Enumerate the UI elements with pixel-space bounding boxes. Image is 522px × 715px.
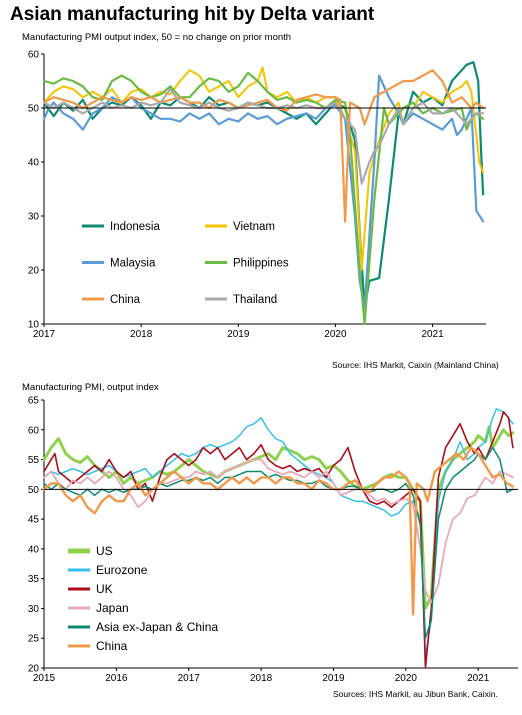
chart2-x-tick-label: 2016: [105, 673, 128, 684]
chart1-series-vietnam: [43, 66, 485, 271]
chart1-x-tick-label: 2017: [33, 329, 56, 340]
chart1-x-tick-label: 2019: [227, 329, 250, 340]
chart1-series-malaysia: [42, 74, 485, 309]
chart2-legend-label: Eurozone: [96, 563, 148, 577]
chart1-y-tick-label: 10: [28, 320, 40, 331]
chart2-y-tick-label: 25: [28, 634, 40, 645]
chart2-x-tick-label: 2018: [250, 673, 273, 684]
chart1-series-china: [42, 69, 485, 223]
chart1-y-tick-label: 20: [28, 266, 40, 277]
chart2-x-tick-label: 2020: [395, 673, 418, 684]
chart2-series-uk: [43, 411, 514, 669]
chart2-x-tick-label: 2019: [322, 673, 345, 684]
chart2-y-tick-label: 30: [28, 604, 40, 615]
chart2-legend-label: Japan: [96, 601, 129, 615]
chart1-legend-label: Indonesia: [110, 221, 160, 233]
chart1-x-tick-label: 2020: [324, 329, 347, 340]
chart1-y-tick-label: 60: [28, 50, 40, 61]
chart2-x-tick-label: 2015: [33, 673, 56, 684]
chart1-series-philippines: [42, 71, 485, 326]
chart1-source: Source: IHS Markit, Caixin (Mainland Chi…: [332, 360, 499, 370]
chart2-y-tick-label: 45: [28, 515, 40, 526]
chart1-y-tick-label: 40: [28, 158, 40, 169]
chart1-legend-label: Malaysia: [110, 258, 156, 270]
chart1-x-tick-label: 2018: [130, 329, 153, 340]
chart2-y-tick-label: 50: [28, 485, 40, 496]
chart2-y-tick-label: 60: [28, 425, 40, 436]
chart2-legend-label: US: [96, 544, 113, 558]
chart2-x-tick-label: 2017: [178, 673, 201, 684]
chart2-legend-label: China: [96, 639, 128, 653]
chart1-y-tick-label: 50: [28, 104, 40, 115]
chart2-y-tick-label: 35: [28, 574, 40, 585]
chart2-legend-label: UK: [96, 582, 113, 596]
chart1-series-thailand: [42, 88, 485, 185]
chart2-x-tick-label: 2021: [467, 673, 490, 684]
chart1-legend-label: Thailand: [233, 294, 277, 306]
chart2-y-tick-label: 20: [28, 664, 40, 675]
chart1-x-tick-label: 2021: [421, 329, 444, 340]
chart1-legend-label: China: [110, 294, 141, 306]
chart2-subtitle: Manufacturing PMI, output index: [22, 382, 159, 393]
chart2-y-tick-label: 65: [28, 396, 40, 407]
chart2-legend-label: Asia ex-Japan & China: [96, 620, 218, 634]
page-title: Asian manufacturing hit by Delta variant: [10, 4, 375, 25]
chart1-legend-label: Vietnam: [233, 221, 275, 233]
chart2-source: Sources: IHS Markit, au Jibun Bank, Caix…: [333, 689, 498, 699]
chart2-series-us: [42, 425, 515, 610]
chart1-y-tick-label: 30: [28, 212, 40, 223]
chart2-y-tick-label: 55: [28, 455, 40, 466]
chart1-subtitle: Manufacturing PMI output index, 50 = no …: [22, 32, 292, 43]
chart2-y-tick-label: 40: [28, 544, 40, 555]
chart2-series-china: [42, 446, 515, 616]
chart1-series-indonesia: [42, 61, 485, 309]
chart1-legend-label: Philippines: [233, 258, 289, 270]
